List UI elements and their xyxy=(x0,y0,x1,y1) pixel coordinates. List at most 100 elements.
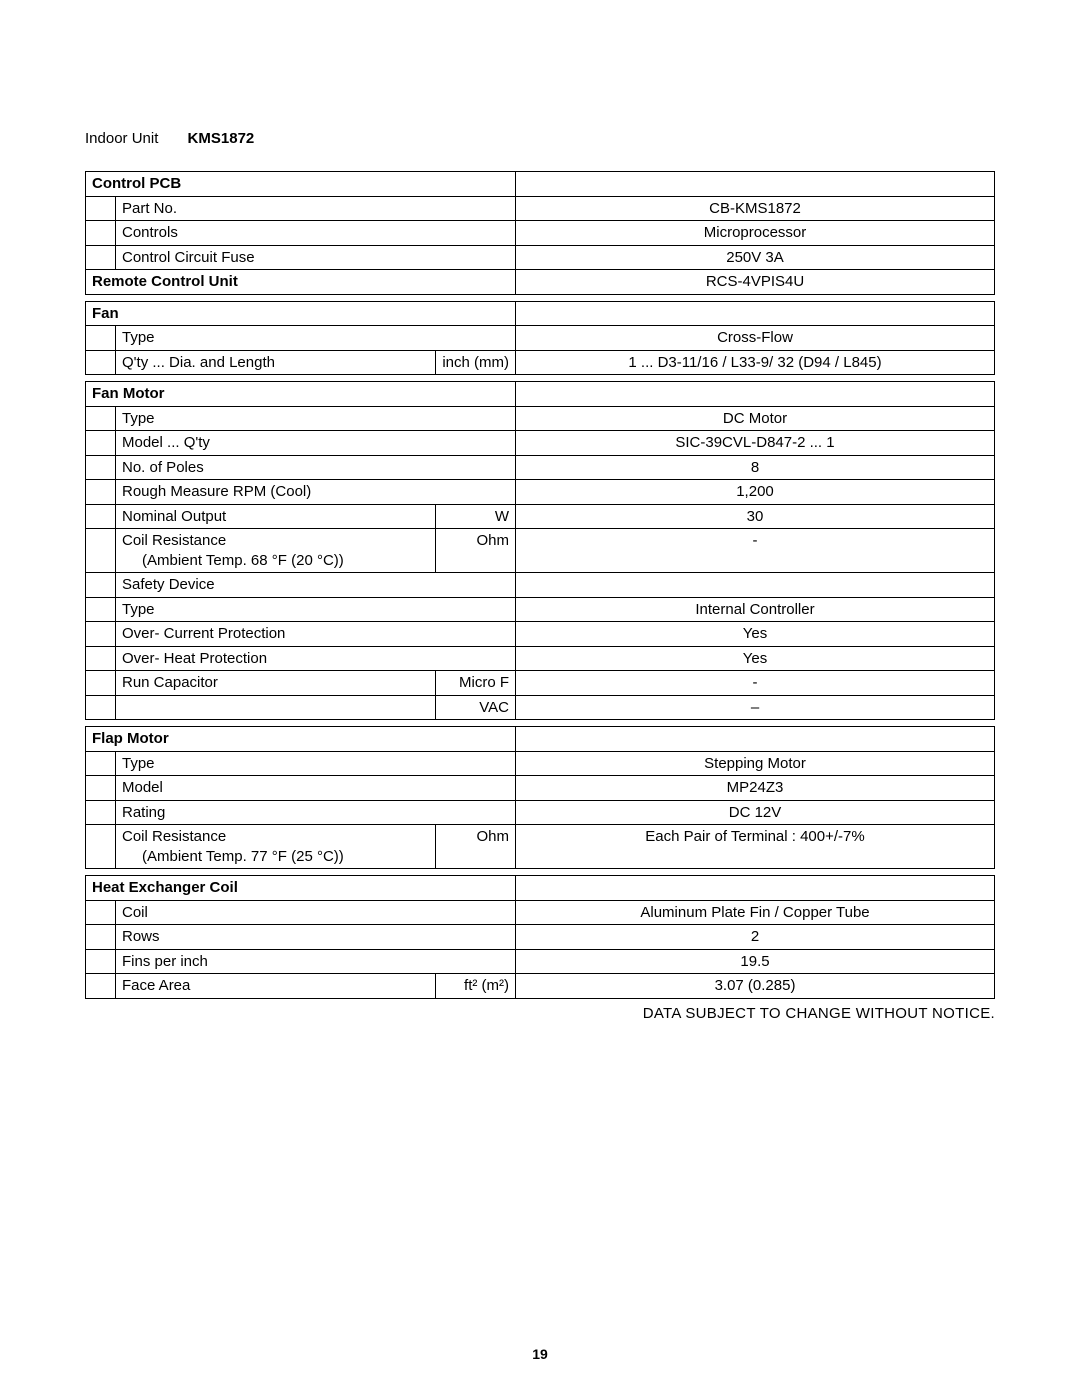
section-header: Control PCB xyxy=(86,172,516,197)
row-label: Q'ty ... Dia. and Length xyxy=(116,350,436,375)
row-unit: Ohm xyxy=(436,825,516,869)
row-label: Controls xyxy=(116,221,516,246)
gutter xyxy=(86,406,116,431)
row-label: Coil xyxy=(116,900,516,925)
gutter xyxy=(86,974,116,999)
row-value: 2 xyxy=(516,925,995,950)
row-unit: W xyxy=(436,504,516,529)
gutter xyxy=(86,245,116,270)
gutter xyxy=(86,196,116,221)
row-value: 250V 3A xyxy=(516,245,995,270)
row-value: 1,200 xyxy=(516,480,995,505)
gutter xyxy=(86,529,116,573)
row-label: Type xyxy=(116,406,516,431)
section-header-value xyxy=(516,172,995,197)
section-control-pcb: Control PCB Part No. CB-KMS1872 Controls… xyxy=(85,171,995,295)
row-value xyxy=(516,573,995,598)
section-header: Heat Exchanger Coil xyxy=(86,876,516,901)
row-label: Face Area xyxy=(116,974,436,999)
row-value: 1 ... D3-11/16 / L33-9/ 32 (D94 / L845) xyxy=(516,350,995,375)
row-label-line1: Coil Resistance xyxy=(122,532,226,549)
section-flap-motor: Flap Motor Type Stepping Motor Model MP2… xyxy=(85,726,995,869)
gutter xyxy=(86,350,116,375)
gutter xyxy=(86,646,116,671)
row-value: 8 xyxy=(516,455,995,480)
gutter xyxy=(86,431,116,456)
row-label: Run Capacitor xyxy=(116,671,436,696)
section-heat-exchanger: Heat Exchanger Coil Coil Aluminum Plate … xyxy=(85,875,995,999)
row-label: Type xyxy=(116,751,516,776)
row-value: Internal Controller xyxy=(516,597,995,622)
row-label xyxy=(116,695,436,720)
row-value: SIC-39CVL-D847-2 ... 1 xyxy=(516,431,995,456)
row-label-line2: (Ambient Temp. 77 °F (25 °C)) xyxy=(122,848,344,865)
row-label: Model xyxy=(116,776,516,801)
gutter xyxy=(86,326,116,351)
gutter xyxy=(86,925,116,950)
row-unit: Micro F xyxy=(436,671,516,696)
row-value: - xyxy=(516,671,995,696)
gutter xyxy=(86,573,116,598)
gutter xyxy=(86,751,116,776)
row-label: Control Circuit Fuse xyxy=(116,245,516,270)
row-value: Cross-Flow xyxy=(516,326,995,351)
gutter xyxy=(86,776,116,801)
gutter xyxy=(86,671,116,696)
row-label: Type xyxy=(116,326,516,351)
gutter xyxy=(86,949,116,974)
row-unit: VAC xyxy=(436,695,516,720)
row-value: RCS-4VPIS4U xyxy=(516,270,995,295)
row-label: Coil Resistance (Ambient Temp. 68 °F (20… xyxy=(116,529,436,573)
row-label: Rough Measure RPM (Cool) xyxy=(116,480,516,505)
row-value: DC Motor xyxy=(516,406,995,431)
gutter xyxy=(86,455,116,480)
gutter xyxy=(86,622,116,647)
row-label: Safety Device xyxy=(116,573,516,598)
row-value: – xyxy=(516,695,995,720)
row-value: Each Pair of Terminal : 400+/-7% xyxy=(516,825,995,869)
gutter xyxy=(86,597,116,622)
row-label: Rating xyxy=(116,800,516,825)
gutter xyxy=(86,221,116,246)
row-value: Yes xyxy=(516,646,995,671)
section-header: Fan xyxy=(86,301,516,326)
gutter xyxy=(86,504,116,529)
row-unit: inch (mm) xyxy=(436,350,516,375)
gutter xyxy=(86,800,116,825)
row-label: Over- Heat Protection xyxy=(116,646,516,671)
footer-note: DATA SUBJECT TO CHANGE WITHOUT NOTICE. xyxy=(85,1005,995,1022)
page-title-row: Indoor Unit KMS1872 xyxy=(85,130,995,147)
section-header-value xyxy=(516,301,995,326)
page-number: 19 xyxy=(0,1346,1080,1362)
row-label: Part No. xyxy=(116,196,516,221)
row-value: Yes xyxy=(516,622,995,647)
section-header: Flap Motor xyxy=(86,727,516,752)
row-label-line1: Coil Resistance xyxy=(122,828,226,845)
gutter xyxy=(86,900,116,925)
row-value: 30 xyxy=(516,504,995,529)
row-label: Nominal Output xyxy=(116,504,436,529)
section-fan: Fan Type Cross-Flow Q'ty ... Dia. and Le… xyxy=(85,301,995,376)
row-unit: Ohm xyxy=(436,529,516,573)
row-value: 3.07 (0.285) xyxy=(516,974,995,999)
section-fan-motor: Fan Motor Type DC Motor Model ... Q'ty S… xyxy=(85,381,995,720)
section-header-value xyxy=(516,727,995,752)
section-header-value xyxy=(516,876,995,901)
title-model: KMS1872 xyxy=(163,130,255,147)
row-value: Microprocessor xyxy=(516,221,995,246)
row-label: Over- Current Protection xyxy=(116,622,516,647)
row-unit: ft² (m²) xyxy=(436,974,516,999)
row-label: Model ... Q'ty xyxy=(116,431,516,456)
section-header-value xyxy=(516,382,995,407)
row-label: No. of Poles xyxy=(116,455,516,480)
row-label: Rows xyxy=(116,925,516,950)
row-value: Stepping Motor xyxy=(516,751,995,776)
row-value: DC 12V xyxy=(516,800,995,825)
row-label: Coil Resistance (Ambient Temp. 77 °F (25… xyxy=(116,825,436,869)
row-label: Type xyxy=(116,597,516,622)
row-value: - xyxy=(516,529,995,573)
row-value: MP24Z3 xyxy=(516,776,995,801)
row-label-line2: (Ambient Temp. 68 °F (20 °C)) xyxy=(122,552,344,569)
section-header: Remote Control Unit xyxy=(86,270,516,295)
row-value: CB-KMS1872 xyxy=(516,196,995,221)
